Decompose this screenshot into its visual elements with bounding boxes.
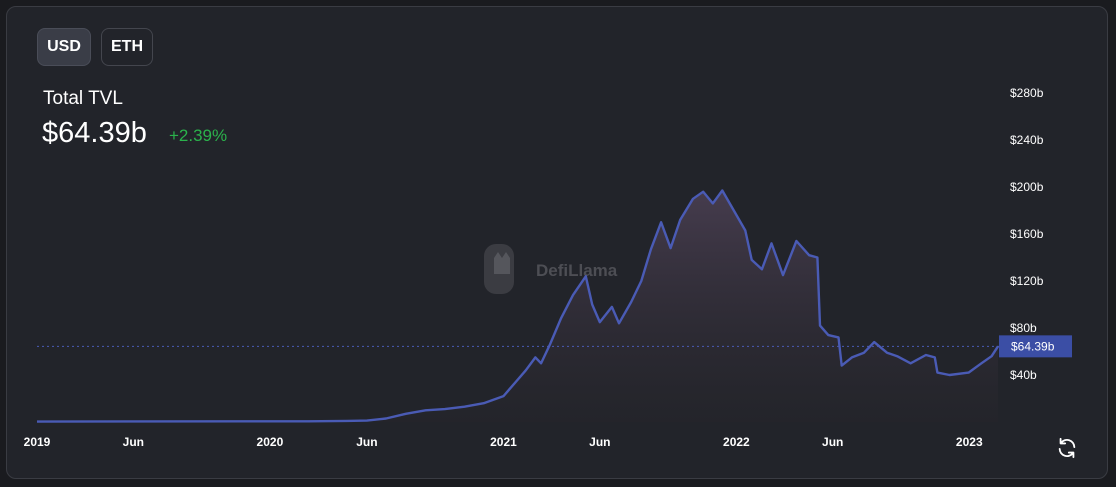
- y-tick-label: $160b: [1010, 227, 1044, 241]
- y-tick-label: $280b: [1010, 86, 1044, 100]
- y-tick-label: $240b: [1010, 133, 1044, 147]
- x-tick-label: Jun: [822, 435, 843, 449]
- y-tick-label: $200b: [1010, 180, 1044, 194]
- x-tick-label: Jun: [589, 435, 610, 449]
- y-tick-label: $80b: [1010, 321, 1037, 335]
- tvl-value: $64.39b: [42, 117, 147, 149]
- current-value-tag-bg: [999, 335, 1072, 358]
- usd-toggle-button[interactable]: USD: [37, 28, 91, 66]
- tvl-series-line: [36, 189, 1000, 423]
- watermark: DefiLlama: [484, 244, 618, 294]
- y-tick-label: $40b: [1010, 368, 1037, 382]
- chart-title: Total TVL: [43, 88, 123, 109]
- refresh-icon[interactable]: [1053, 434, 1081, 462]
- current-value-tag: $64.39b: [999, 335, 1072, 358]
- x-tick-label: 2022: [723, 435, 750, 449]
- x-tick-label: Jun: [356, 435, 377, 449]
- x-tick-label: 2021: [490, 435, 517, 449]
- x-tick-label: 2020: [257, 435, 284, 449]
- llama-logo-icon: [484, 244, 514, 294]
- x-tick-label: Jun: [123, 435, 144, 449]
- x-tick-label: 2019: [24, 435, 51, 449]
- y-tick-label: $120b: [1010, 274, 1044, 288]
- x-tick-label: 2023: [956, 435, 983, 449]
- current-value-label: $64.39b: [1011, 339, 1055, 353]
- watermark-text: DefiLlama: [536, 261, 618, 280]
- tvl-area-fill: [37, 190, 998, 422]
- eth-toggle-button[interactable]: ETH: [101, 28, 153, 66]
- tvl-change: +2.39%: [169, 126, 228, 145]
